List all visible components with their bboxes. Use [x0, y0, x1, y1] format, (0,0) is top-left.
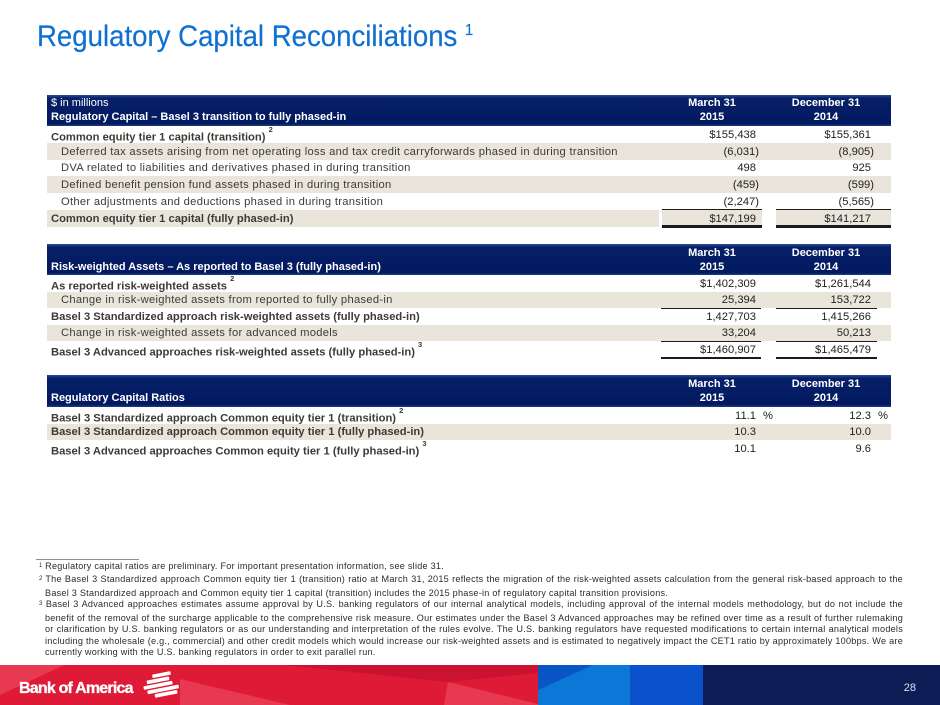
svg-text:Bank of America: Bank of America	[19, 680, 134, 697]
svg-text:28: 28	[904, 682, 916, 694]
